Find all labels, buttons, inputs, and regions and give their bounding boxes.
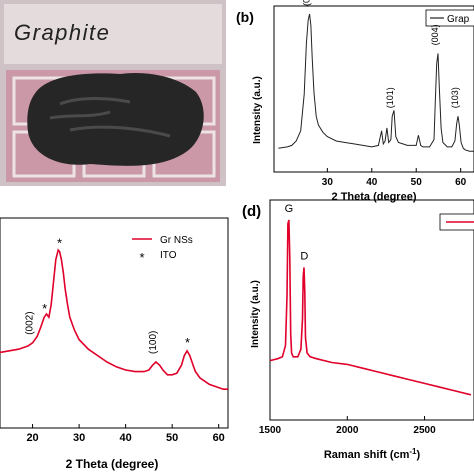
panel-c-xrd-chart: Gr NSs * ITO 20 30 40 50 60 (002) * * (100) * 2 … [0, 217, 229, 471]
panel-b-frame [273, 5, 474, 173]
panel-b-letter: (b) [236, 9, 254, 25]
xtick-label: 1500 [259, 425, 282, 436]
xtick-label: 60 [455, 177, 467, 188]
graphite-photo: Graphite [0, 0, 226, 186]
peak-label: (101) [385, 87, 395, 108]
panel-d-legend [439, 213, 474, 231]
panel-c-xticks: 20 30 40 50 60 [26, 424, 225, 444]
panel-c-xlabel: 2 Theta (degree) [66, 457, 159, 471]
peak-label: (002) [25, 311, 36, 334]
panel-d-letter: (d) [242, 203, 261, 220]
panel-b-legend: Grap [425, 9, 474, 27]
xtick-label: 40 [120, 432, 132, 444]
panel-b-xrd-chart: (b) Intensity (a.u.) Grap 30 40 50 60 (002)… [236, 0, 474, 203]
xtick-label: 30 [322, 177, 334, 188]
panel-d-raman-chart: (d) Intensity (a.u.) 1500 2000 2500 GD Ram… [242, 199, 474, 461]
ito-peak-star: * [42, 301, 47, 316]
panel-b-peak-labels: (002) (101) (004) (103) [302, 0, 460, 108]
xtick-label: 2500 [413, 425, 436, 436]
panel-d-peak-labels: GD [285, 203, 309, 263]
photo-label-paper [4, 4, 222, 64]
panel-b-legend-label: Grap [447, 14, 470, 25]
panel-b-legend-box [425, 9, 474, 27]
ito-peak-star: * [57, 236, 62, 251]
graphite-powder [27, 72, 204, 166]
graphite-powder-texture [49, 97, 171, 138]
panel-d-series-line [269, 219, 472, 396]
peak-label: G [285, 203, 294, 215]
peak-label: (103) [450, 87, 460, 108]
panel-b-ylabel: Intensity (a.u.) [252, 76, 263, 144]
panel-c-frame [0, 217, 229, 429]
panel-c-legend-label-2: ITO [160, 250, 177, 261]
peak-label: (002) [302, 0, 312, 6]
xtick-label: 60 [213, 432, 225, 444]
xtick-label: 30 [73, 432, 85, 444]
photo-handwritten-label: Graphite [14, 20, 110, 45]
panel-c-peak-labels: (002) * * (100) * [25, 236, 190, 354]
panel-c-legend-label-1: Gr NSs [160, 235, 193, 246]
panel-d-frame [269, 199, 474, 421]
peak-label: D [300, 251, 308, 263]
panel-b-series-line [278, 13, 474, 152]
xtick-label: 50 [411, 177, 423, 188]
panel-c-legend: Gr NSs * ITO [132, 235, 193, 265]
peak-label: (004) [430, 24, 440, 45]
panel-b-xticks: 30 40 50 60 [322, 168, 467, 188]
panel-d-ylabel: Intensity (a.u.) [250, 280, 261, 348]
xtick-label: 2000 [336, 425, 359, 436]
xtick-label: 40 [366, 177, 378, 188]
panel-d-xticks: 1500 2000 2500 [259, 416, 436, 436]
panel-c-series-line [0, 248, 228, 390]
xtick-label: 50 [166, 432, 178, 444]
panel-c-legend-star: * [139, 250, 144, 265]
ito-peak-star: * [185, 335, 190, 350]
xtick-label: 20 [26, 432, 38, 444]
panel-d-xlabel: Raman shift (cm-1) [324, 447, 421, 461]
peak-label: (100) [148, 331, 159, 354]
